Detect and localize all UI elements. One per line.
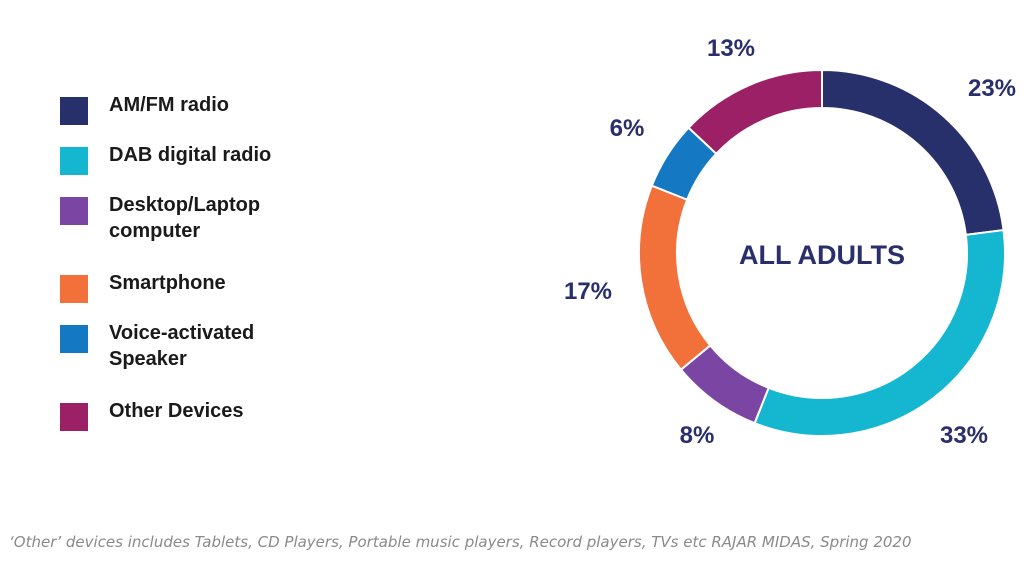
footnote: ‘Other’ devices includes Tablets, CD Pla… xyxy=(9,533,912,551)
legend-swatch xyxy=(60,403,88,431)
legend-label: Smartphone xyxy=(109,272,226,294)
legend-swatch xyxy=(60,97,88,125)
legend-swatch xyxy=(60,197,88,225)
legend-swatch xyxy=(60,325,88,353)
slice-percent-label: 13% xyxy=(707,35,755,62)
legend-label: Other Devices xyxy=(109,400,244,422)
donut-slice xyxy=(687,68,823,156)
donut-slice xyxy=(753,228,1007,437)
donut-slice xyxy=(821,68,1005,236)
donut-slice xyxy=(679,344,770,425)
legend-label: Desktop/Laptop computer xyxy=(109,194,261,242)
legend-swatch xyxy=(60,275,88,303)
slice-percent-label: 33% xyxy=(940,422,988,449)
slice-percent-label: 6% xyxy=(610,115,645,142)
donut-slice xyxy=(638,184,712,372)
slice-percent-label: 8% xyxy=(680,422,715,449)
legend-label: Voice-activated Speaker xyxy=(109,322,255,370)
legend-label: AM/FM radio xyxy=(109,94,229,116)
donut-slices xyxy=(638,68,1007,437)
donut-slice xyxy=(650,126,718,201)
slice-percent-label: 23% xyxy=(968,75,1016,102)
slice-labels: 23% 33% 8% 17% 6% 13% xyxy=(564,35,1016,449)
legend-label: DAB digital radio xyxy=(109,144,272,166)
slice-percent-label: 17% xyxy=(564,278,612,305)
legend-swatch xyxy=(60,147,88,175)
center-label: ALL ADULTS xyxy=(739,240,905,270)
